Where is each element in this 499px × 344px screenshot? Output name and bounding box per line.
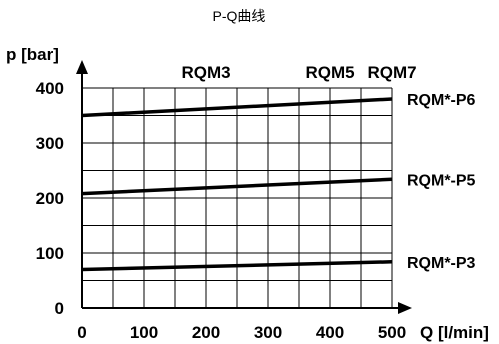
series-line bbox=[81, 260, 393, 272]
series-line bbox=[81, 97, 393, 118]
y-tick-label: 300 bbox=[36, 134, 64, 153]
x-axis-arrow bbox=[398, 302, 412, 314]
y-axis-arrow bbox=[76, 60, 88, 74]
size-marker-label: RQM3 bbox=[181, 63, 230, 82]
y-tick-label: 100 bbox=[36, 244, 64, 263]
chart-title: P-Q曲线 bbox=[213, 8, 266, 24]
y-tick-label: 0 bbox=[55, 299, 64, 318]
x-tick-label: 500 bbox=[378, 323, 406, 342]
series-line bbox=[81, 177, 393, 196]
x-axis-label: Q [l/min] bbox=[420, 323, 489, 342]
series-label: RQM*-P6 bbox=[407, 92, 476, 109]
series-label: RQM*-P5 bbox=[407, 172, 476, 189]
size-marker-label: RQM7 bbox=[367, 63, 416, 82]
chart-labels: 0 100 200 300 400 500 0 100 200 300 400 RQM3 RQM5 RQM… bbox=[36, 63, 476, 342]
grid bbox=[82, 87, 393, 308]
x-tick-label: 300 bbox=[254, 323, 282, 342]
series-label: RQM*-P3 bbox=[407, 255, 476, 272]
x-tick-label: 400 bbox=[316, 323, 344, 342]
y-tick-label: 400 bbox=[36, 79, 64, 98]
size-marker-label: RQM5 bbox=[305, 63, 354, 82]
x-tick-label: 0 bbox=[77, 323, 86, 342]
y-axis-label: p [bar] bbox=[6, 45, 59, 64]
x-tick-label: 200 bbox=[192, 323, 220, 342]
y-tick-label: 200 bbox=[36, 189, 64, 208]
x-tick-label: 100 bbox=[130, 323, 158, 342]
series-lines bbox=[81, 97, 393, 272]
